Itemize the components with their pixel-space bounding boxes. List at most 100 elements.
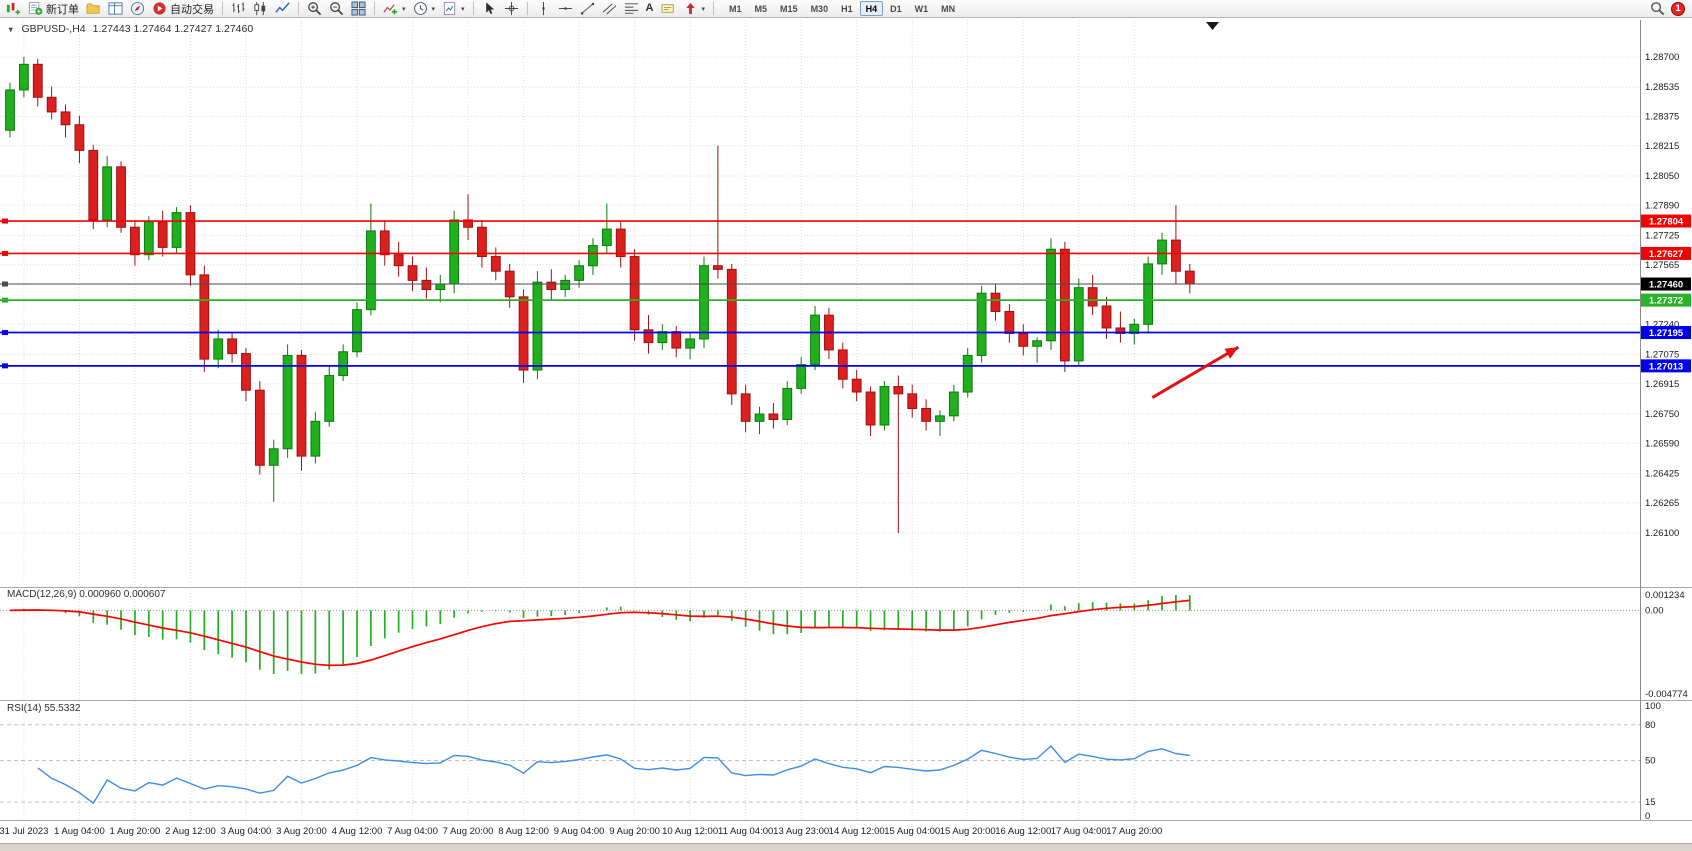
time-axis-label: 7 Aug 04:00: [387, 826, 438, 837]
chevron-down-icon: ▾: [701, 5, 706, 13]
profiles-button[interactable]: [83, 0, 104, 17]
candle: [865, 391, 876, 426]
price-tag: [1641, 246, 1691, 260]
candle: [324, 375, 335, 422]
time-axis[interactable]: [0, 821, 1692, 843]
candle: [1087, 287, 1098, 307]
trend-arrow[interactable]: [1151, 345, 1240, 399]
price-axis-label: 1.28050: [1645, 171, 1679, 182]
fibonacci-button[interactable]: [621, 0, 642, 17]
timeframe-button-m30[interactable]: M30: [805, 1, 835, 16]
price-axis-label: 1.26750: [1645, 409, 1679, 420]
new-chart-button[interactable]: [3, 0, 24, 17]
periods-button[interactable]: ▾: [410, 0, 439, 17]
notification-badge[interactable]: 1: [1671, 1, 1685, 16]
trendline-button[interactable]: [577, 0, 598, 17]
new-order-button[interactable]: 新订单: [25, 0, 82, 17]
cursor-button[interactable]: [479, 0, 500, 17]
time-axis-label: 3 Aug 20:00: [276, 826, 327, 837]
macd-axis-zero: 0.00: [1645, 605, 1664, 616]
candle: [365, 230, 376, 311]
crosshair-button[interactable]: [501, 0, 522, 17]
rsi-axis-label: 80: [1645, 720, 1656, 731]
zoom-in-icon: [308, 2, 322, 16]
crosshair-icon: [504, 1, 518, 16]
price-tag: [1641, 293, 1691, 307]
bar-chart-icon: [232, 2, 245, 14]
candle: [532, 281, 543, 371]
zoom-out-button[interactable]: [326, 0, 347, 17]
candle: [768, 413, 779, 420]
vertical-line-button[interactable]: [533, 0, 554, 17]
arrows-button[interactable]: ▾: [680, 0, 709, 17]
zoom-in-button[interactable]: [304, 0, 325, 17]
market-watch-button[interactable]: [105, 0, 126, 17]
price-tag-label: 1.27627: [1649, 249, 1683, 260]
timeframe-button-m1[interactable]: M1: [723, 1, 748, 16]
candlestick-chart-button[interactable]: [250, 0, 271, 17]
candle: [296, 354, 307, 457]
time-axis-label: 7 Aug 20:00: [443, 826, 494, 837]
price-axis-label: 1.28700: [1645, 52, 1679, 63]
template-icon: [443, 1, 456, 16]
time-axis-label: 14 Aug 12:00: [829, 826, 885, 837]
candle: [754, 413, 765, 422]
price-line-anchor[interactable]: [2, 363, 8, 369]
timeframe-button-m5[interactable]: M5: [749, 1, 774, 16]
indicators-button[interactable]: ▾: [380, 0, 409, 17]
macd-axis-max: 0.001234: [1645, 590, 1685, 601]
templates-button[interactable]: ▾: [439, 0, 468, 17]
candle: [601, 228, 612, 247]
candle: [1129, 323, 1140, 334]
time-axis-label: 15 Aug 20:00: [940, 826, 996, 837]
timeframe-button-mn[interactable]: MN: [935, 1, 961, 16]
time-axis-label: 3 Aug 04:00: [221, 826, 272, 837]
vertical-line-icon: [541, 1, 545, 16]
candle: [74, 124, 85, 151]
timeframe-button-d1[interactable]: D1: [884, 1, 908, 16]
price-axis[interactable]: [1641, 20, 1692, 820]
timeframe-button-h1[interactable]: H1: [835, 1, 859, 16]
chart-shift-marker[interactable]: [1206, 22, 1219, 30]
horizontal-line-button[interactable]: [555, 0, 576, 17]
candle: [477, 226, 487, 258]
auto-trading-button[interactable]: 自动交易: [149, 0, 217, 17]
time-axis-label: 9 Aug 20:00: [609, 826, 660, 837]
price-line-anchor[interactable]: [2, 250, 8, 256]
price-axis-label: 1.28215: [1645, 141, 1679, 152]
price-line-anchor[interactable]: [2, 330, 8, 336]
text-label-button[interactable]: [658, 0, 679, 17]
navigator-button[interactable]: [127, 0, 148, 17]
time-axis-label: 1 Aug 04:00: [54, 826, 105, 837]
price-line-anchor[interactable]: [2, 297, 8, 303]
candle: [1101, 305, 1112, 329]
main-toolbar: 新订单 自动交易 ▾ ▾ ▾ A ▾ M1 M5 M15 M30 H1 H4 D1 W1 MN …: [0, 0, 1692, 18]
text-button[interactable]: A: [643, 0, 657, 17]
bar-chart-button[interactable]: [228, 0, 249, 17]
price-line-anchor[interactable]: [2, 218, 8, 224]
chart-canvas[interactable]: 1.28700 1.28535 1.28375 1.28215 1.28050 1.278…: [0, 18, 1692, 851]
timeframe-button-w1[interactable]: W1: [909, 1, 935, 16]
timeframe-button-m15[interactable]: M15: [774, 1, 804, 16]
tile-windows-button[interactable]: [348, 0, 369, 17]
candle: [310, 420, 321, 457]
horizontal-scrollbar[interactable]: [0, 844, 1692, 851]
price-line-anchor[interactable]: [2, 281, 8, 287]
time-axis-label: 10 Aug 12:00: [662, 826, 718, 837]
auto-trading-icon: [153, 2, 166, 15]
candle: [393, 254, 404, 267]
candle: [782, 387, 793, 420]
channel-button[interactable]: [599, 0, 620, 17]
candle: [282, 354, 293, 450]
symbol-dropdown-icon[interactable]: ▼: [7, 24, 15, 34]
price-axis-label: 1.26425: [1645, 469, 1679, 480]
candle: [268, 448, 279, 466]
clock-icon: [413, 2, 427, 15]
rsi-axis-label: 0: [1645, 811, 1650, 822]
search-button[interactable]: [1647, 0, 1668, 17]
line-chart-button[interactable]: [272, 0, 293, 17]
toolbar-separator: [713, 2, 715, 15]
candle: [463, 219, 473, 228]
timeframe-button-h4[interactable]: H4: [859, 1, 884, 16]
